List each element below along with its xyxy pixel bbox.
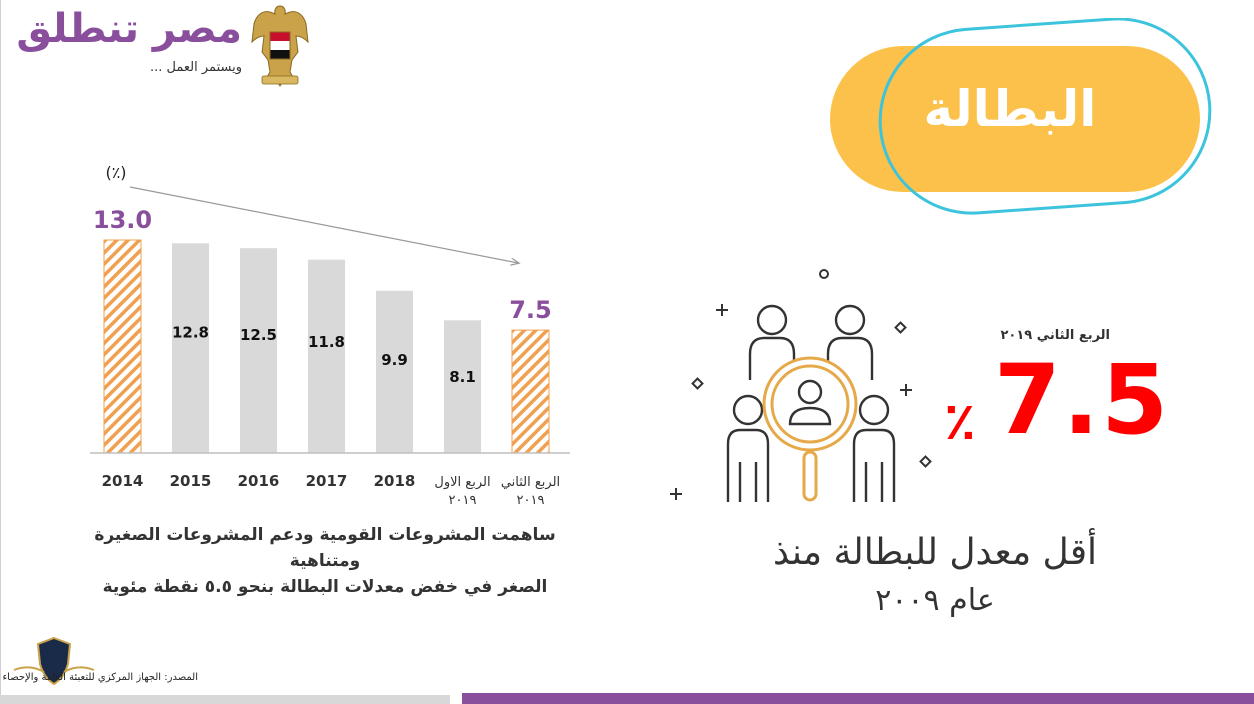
tick-label: 2014 bbox=[102, 472, 144, 490]
tick-label: 2016 bbox=[238, 472, 280, 490]
data-label: 9.9 bbox=[381, 351, 408, 369]
tick-label: ٢٠١٩ bbox=[517, 493, 545, 508]
source-note: المصدر: الجهاز المركزي للتعبئة العامة وا… bbox=[2, 672, 198, 683]
quarter-label: الربع الثاني ٢٠١٩ bbox=[1000, 328, 1110, 343]
eagle-emblem-icon bbox=[251, 5, 309, 87]
bar bbox=[308, 259, 345, 453]
big-percent-sign: ٪ bbox=[944, 392, 976, 452]
slide-title: البطالة bbox=[923, 80, 1097, 138]
data-label: 8.1 bbox=[449, 368, 476, 386]
caption-line-1: ساهمت المشروعات القومية ودعم المشروعات ا… bbox=[94, 525, 556, 571]
caption-line-2: الصغر في خفض معدلات البطالة بنحو ٥.٥ نقط… bbox=[102, 577, 548, 597]
bar bbox=[376, 290, 413, 453]
data-label: 7.5 bbox=[509, 296, 552, 324]
data-label: 11.8 bbox=[308, 333, 345, 351]
tick-label: 2018 bbox=[374, 472, 416, 490]
data-label: 12.5 bbox=[240, 326, 277, 344]
logo-title: مصر تنطلق bbox=[16, 6, 242, 52]
tick-label: 2015 bbox=[170, 472, 212, 490]
bar bbox=[444, 320, 481, 453]
tick-label: 2017 bbox=[306, 472, 348, 490]
bar bbox=[103, 239, 142, 454]
footer-bar-left bbox=[0, 695, 450, 704]
bar bbox=[172, 243, 209, 453]
big-unemployment-value: 7.5 bbox=[993, 344, 1170, 456]
unit-label: (٪) bbox=[105, 163, 126, 182]
data-label: 12.8 bbox=[172, 323, 209, 341]
bar bbox=[240, 248, 277, 453]
title-pill bbox=[830, 18, 1212, 215]
trend-arrow bbox=[129, 186, 518, 263]
tick-label: الربع الاول bbox=[434, 475, 490, 490]
tick-label: الربع الثاني bbox=[501, 475, 560, 490]
footer-bar-right bbox=[462, 693, 1254, 704]
data-label: 13.0 bbox=[93, 206, 152, 234]
people-magnifier-icon bbox=[670, 269, 932, 502]
bar bbox=[511, 329, 550, 454]
headline-line-1: أقل معدل للبطالة منذ bbox=[772, 532, 1098, 573]
tick-label: ٢٠١٩ bbox=[449, 493, 477, 508]
headline-line-2: عام ٢٠٠٩ bbox=[875, 583, 995, 618]
unemployment-bar-chart: (٪) 13.0 2014 12.8 2015 12.5 2016 11.8 2017 9.9 20… bbox=[90, 163, 570, 508]
chart-caption: ساهمت المشروعات القومية ودعم المشروعات ا… bbox=[90, 522, 560, 600]
shield-watermark-icon bbox=[13, 636, 95, 686]
logo-subtitle: ويستمر العمل ... bbox=[150, 60, 242, 75]
